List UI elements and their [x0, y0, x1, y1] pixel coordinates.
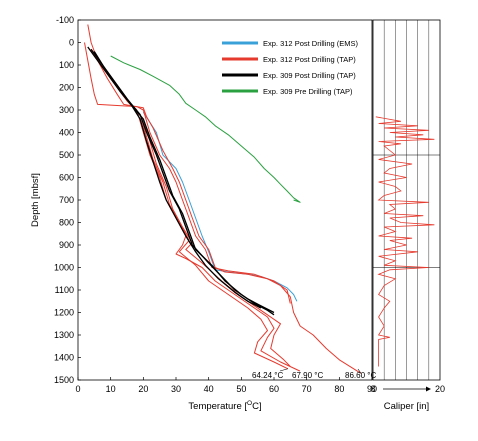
x-tick-label: 70	[302, 384, 312, 394]
y-tick-label: 1400	[54, 353, 74, 363]
annotation-label: 67.90 °C	[292, 371, 323, 380]
caliper-x-axis-label: Caliper [in]	[384, 401, 429, 412]
series-line-2-0	[87, 46, 275, 316]
annotation-pointer	[357, 368, 362, 374]
x-axis-label-unit: C]	[252, 401, 262, 412]
y-tick-label: 1100	[55, 285, 74, 295]
x-tick-label: 30	[171, 384, 181, 394]
series-line-2-2	[93, 51, 262, 309]
y-tick-label: 1500	[54, 375, 74, 385]
y-tick-label: 600	[59, 173, 74, 183]
x-axis-label-sup: O	[247, 400, 252, 407]
series-line-1-1	[84, 42, 291, 304]
y-tick-label: 500	[59, 150, 74, 160]
series-line-3-0	[110, 55, 301, 203]
x-tick-label: 90	[367, 384, 377, 394]
x-tick-label: 80	[334, 384, 344, 394]
y-tick-label: 200	[59, 83, 74, 93]
y-tick-label: 1200	[54, 308, 74, 318]
y-tick-label: 800	[59, 218, 74, 228]
caliper-x-tick-label: 20	[435, 384, 445, 394]
x-tick-label: 50	[236, 384, 246, 394]
y-tick-label: -100	[56, 15, 74, 25]
x-tick-label: 60	[269, 384, 279, 394]
caliper-plot: 8 20 Caliper [in]	[370, 19, 445, 412]
caliper-trace	[375, 116, 435, 367]
y-tick-label: 900	[59, 240, 74, 250]
series-line-0-0	[142, 111, 298, 302]
y-tick-label: 700	[59, 195, 74, 205]
y-tick-label: 1300	[54, 330, 74, 340]
legend-entry: Exp. 309 Post Drilling (TAP)	[263, 71, 356, 80]
temperature-plot: -100010020030040050060070080090010001100…	[30, 15, 377, 412]
x-tick-label: 0	[75, 384, 80, 394]
x-tick-label: 20	[138, 384, 148, 394]
legend-entry: Exp. 309 Pre Drilling (TAP)	[263, 87, 353, 96]
annotation-label: 64.24 °C	[252, 371, 283, 380]
caliper-x-tick-label: 8	[370, 384, 375, 394]
y-tick-label: 1000	[54, 263, 74, 273]
annotation-pointer	[279, 368, 288, 372]
y-tick-label: 100	[59, 60, 74, 70]
x-axis-label: Temperature [OC]	[188, 400, 261, 412]
y-tick-label: 400	[59, 128, 74, 138]
caliper-arrow-head	[426, 386, 431, 392]
x-tick-label: 40	[204, 384, 214, 394]
y-axis-label: Depth [mbsf]	[30, 173, 41, 227]
annotation-label: 86.60 °C	[345, 371, 376, 380]
legend-entry: Exp. 312 Post Drilling (EMS)	[263, 39, 359, 48]
x-tick-label: 10	[106, 384, 116, 394]
y-tick-label: 300	[59, 105, 74, 115]
x-axis-label-main: Temperature [	[188, 401, 247, 412]
series-line-1-0	[87, 24, 362, 374]
y-tick-label: 0	[69, 38, 74, 48]
legend-entry: Exp. 312 Post Drilling (TAP)	[263, 55, 356, 64]
